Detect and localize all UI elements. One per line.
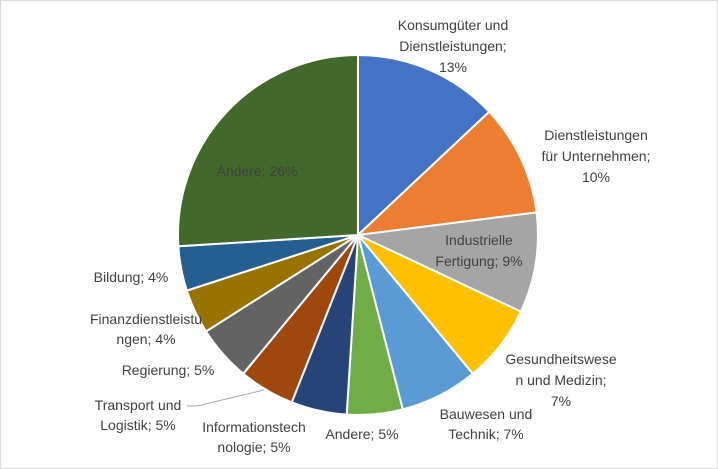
data-label: Dienstleistungen für Unternehmen; 10% xyxy=(542,127,651,185)
pie-slice xyxy=(355,110,538,237)
data-label-line: Regierung; 5% xyxy=(122,362,215,378)
data-label-line: Andere; 26% xyxy=(217,163,298,179)
data-label-line: Konsumgüter und xyxy=(398,17,509,33)
data-label-line: Dienstleistungen xyxy=(544,127,648,143)
data-label-line: für Unternehmen; xyxy=(542,148,651,164)
data-label-line: Gesundheitswese xyxy=(505,351,617,367)
data-label-line: Fertigung; 9% xyxy=(435,253,522,269)
data-label-line: Bauwesen und xyxy=(440,406,533,422)
data-label-line: 7% xyxy=(551,393,571,409)
data-label-line: ngen; 4% xyxy=(116,331,175,347)
pie-slice xyxy=(177,53,359,248)
data-label-line: Informationstech xyxy=(202,419,306,435)
data-label-line: 13% xyxy=(439,59,467,75)
data-label: Andere; 26% xyxy=(217,163,298,179)
data-label: Andere; 5% xyxy=(325,426,398,442)
data-label: Bildung; 4% xyxy=(94,269,169,285)
data-label: Finanzdienstleistu ngen; 4% xyxy=(90,311,202,347)
data-label-line: Transport und xyxy=(95,397,182,413)
data-label-line: Dienstleistungen; xyxy=(399,38,506,54)
data-label-line: Andere; 5% xyxy=(325,426,398,442)
data-label-line: Finanzdienstleistu xyxy=(90,311,202,327)
data-label: Regierung; 5% xyxy=(122,362,215,378)
data-label-line: n und Medizin; xyxy=(515,372,606,388)
data-label: Transport und Logistik; 5% xyxy=(95,397,182,433)
data-label: Informationstech nologie; 5% xyxy=(202,419,306,455)
pie-slice xyxy=(357,53,491,238)
data-label-line: nologie; 5% xyxy=(217,439,290,455)
data-label-line: Logistik; 5% xyxy=(100,417,175,433)
data-label: Konsumgüter und Dienstleistungen; 13% xyxy=(398,17,509,75)
pie-slice xyxy=(354,211,539,313)
data-label: Gesundheitswese n und Medizin; 7% xyxy=(505,351,617,409)
data-label: Bauwesen und Technik; 7% xyxy=(440,406,533,442)
data-label-line: Technik; 7% xyxy=(448,426,523,442)
leader-line xyxy=(187,389,265,407)
data-label: Industrielle Fertigung; 9% xyxy=(435,232,522,269)
data-label-line: Industrielle xyxy=(445,232,513,248)
data-label-line: 10% xyxy=(582,169,610,185)
data-label-line: Bildung; 4% xyxy=(94,269,169,285)
